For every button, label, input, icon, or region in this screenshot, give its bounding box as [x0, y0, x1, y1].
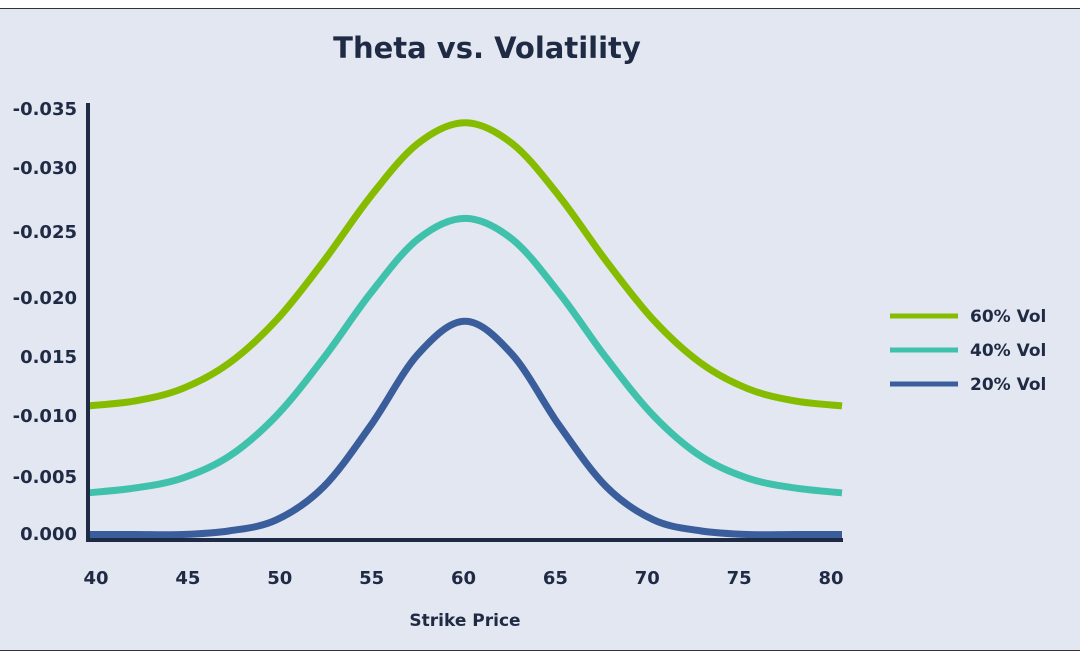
y-tick-label: -0.035 — [13, 99, 77, 120]
x-tick-label: 50 — [267, 568, 292, 589]
y-tick-label: -0.020 — [13, 288, 77, 309]
y-tick-label: -0.005 — [13, 467, 77, 488]
legend-item: 40% Vol — [890, 341, 1046, 361]
y-tick-label: -0.025 — [13, 222, 77, 243]
x-tick-label: 75 — [727, 568, 752, 589]
y-tick-label: 0.000 — [20, 524, 77, 545]
x-tick-label: 40 — [83, 568, 108, 589]
series-line-20-vol — [88, 317, 842, 539]
x-axis-label: Strike Price — [409, 611, 520, 631]
legend-label: 40% Vol — [970, 341, 1046, 361]
x-tick-label: 65 — [543, 568, 568, 589]
series-line-40-vol — [87, 214, 843, 497]
legend-item: 60% Vol — [890, 307, 1046, 327]
x-tick-label: 60 — [451, 568, 476, 589]
x-tick-label: 45 — [175, 568, 200, 589]
chart-container — [0, 8, 1080, 651]
legend-label: 60% Vol — [970, 307, 1046, 327]
y-tick-label: -0.010 — [13, 406, 77, 427]
legend-item: 20% Vol — [890, 375, 1046, 395]
x-tick-label: 55 — [359, 568, 384, 589]
x-tick-label: 70 — [635, 568, 660, 589]
x-tick-label: 80 — [818, 568, 843, 589]
chart-title: Theta vs. Volatility — [333, 31, 641, 65]
y-tick-label: -0.030 — [13, 158, 77, 179]
series-line-60-vol — [87, 119, 843, 410]
y-tick-label: 0.015 — [20, 347, 77, 368]
legend-label: 20% Vol — [970, 375, 1046, 395]
